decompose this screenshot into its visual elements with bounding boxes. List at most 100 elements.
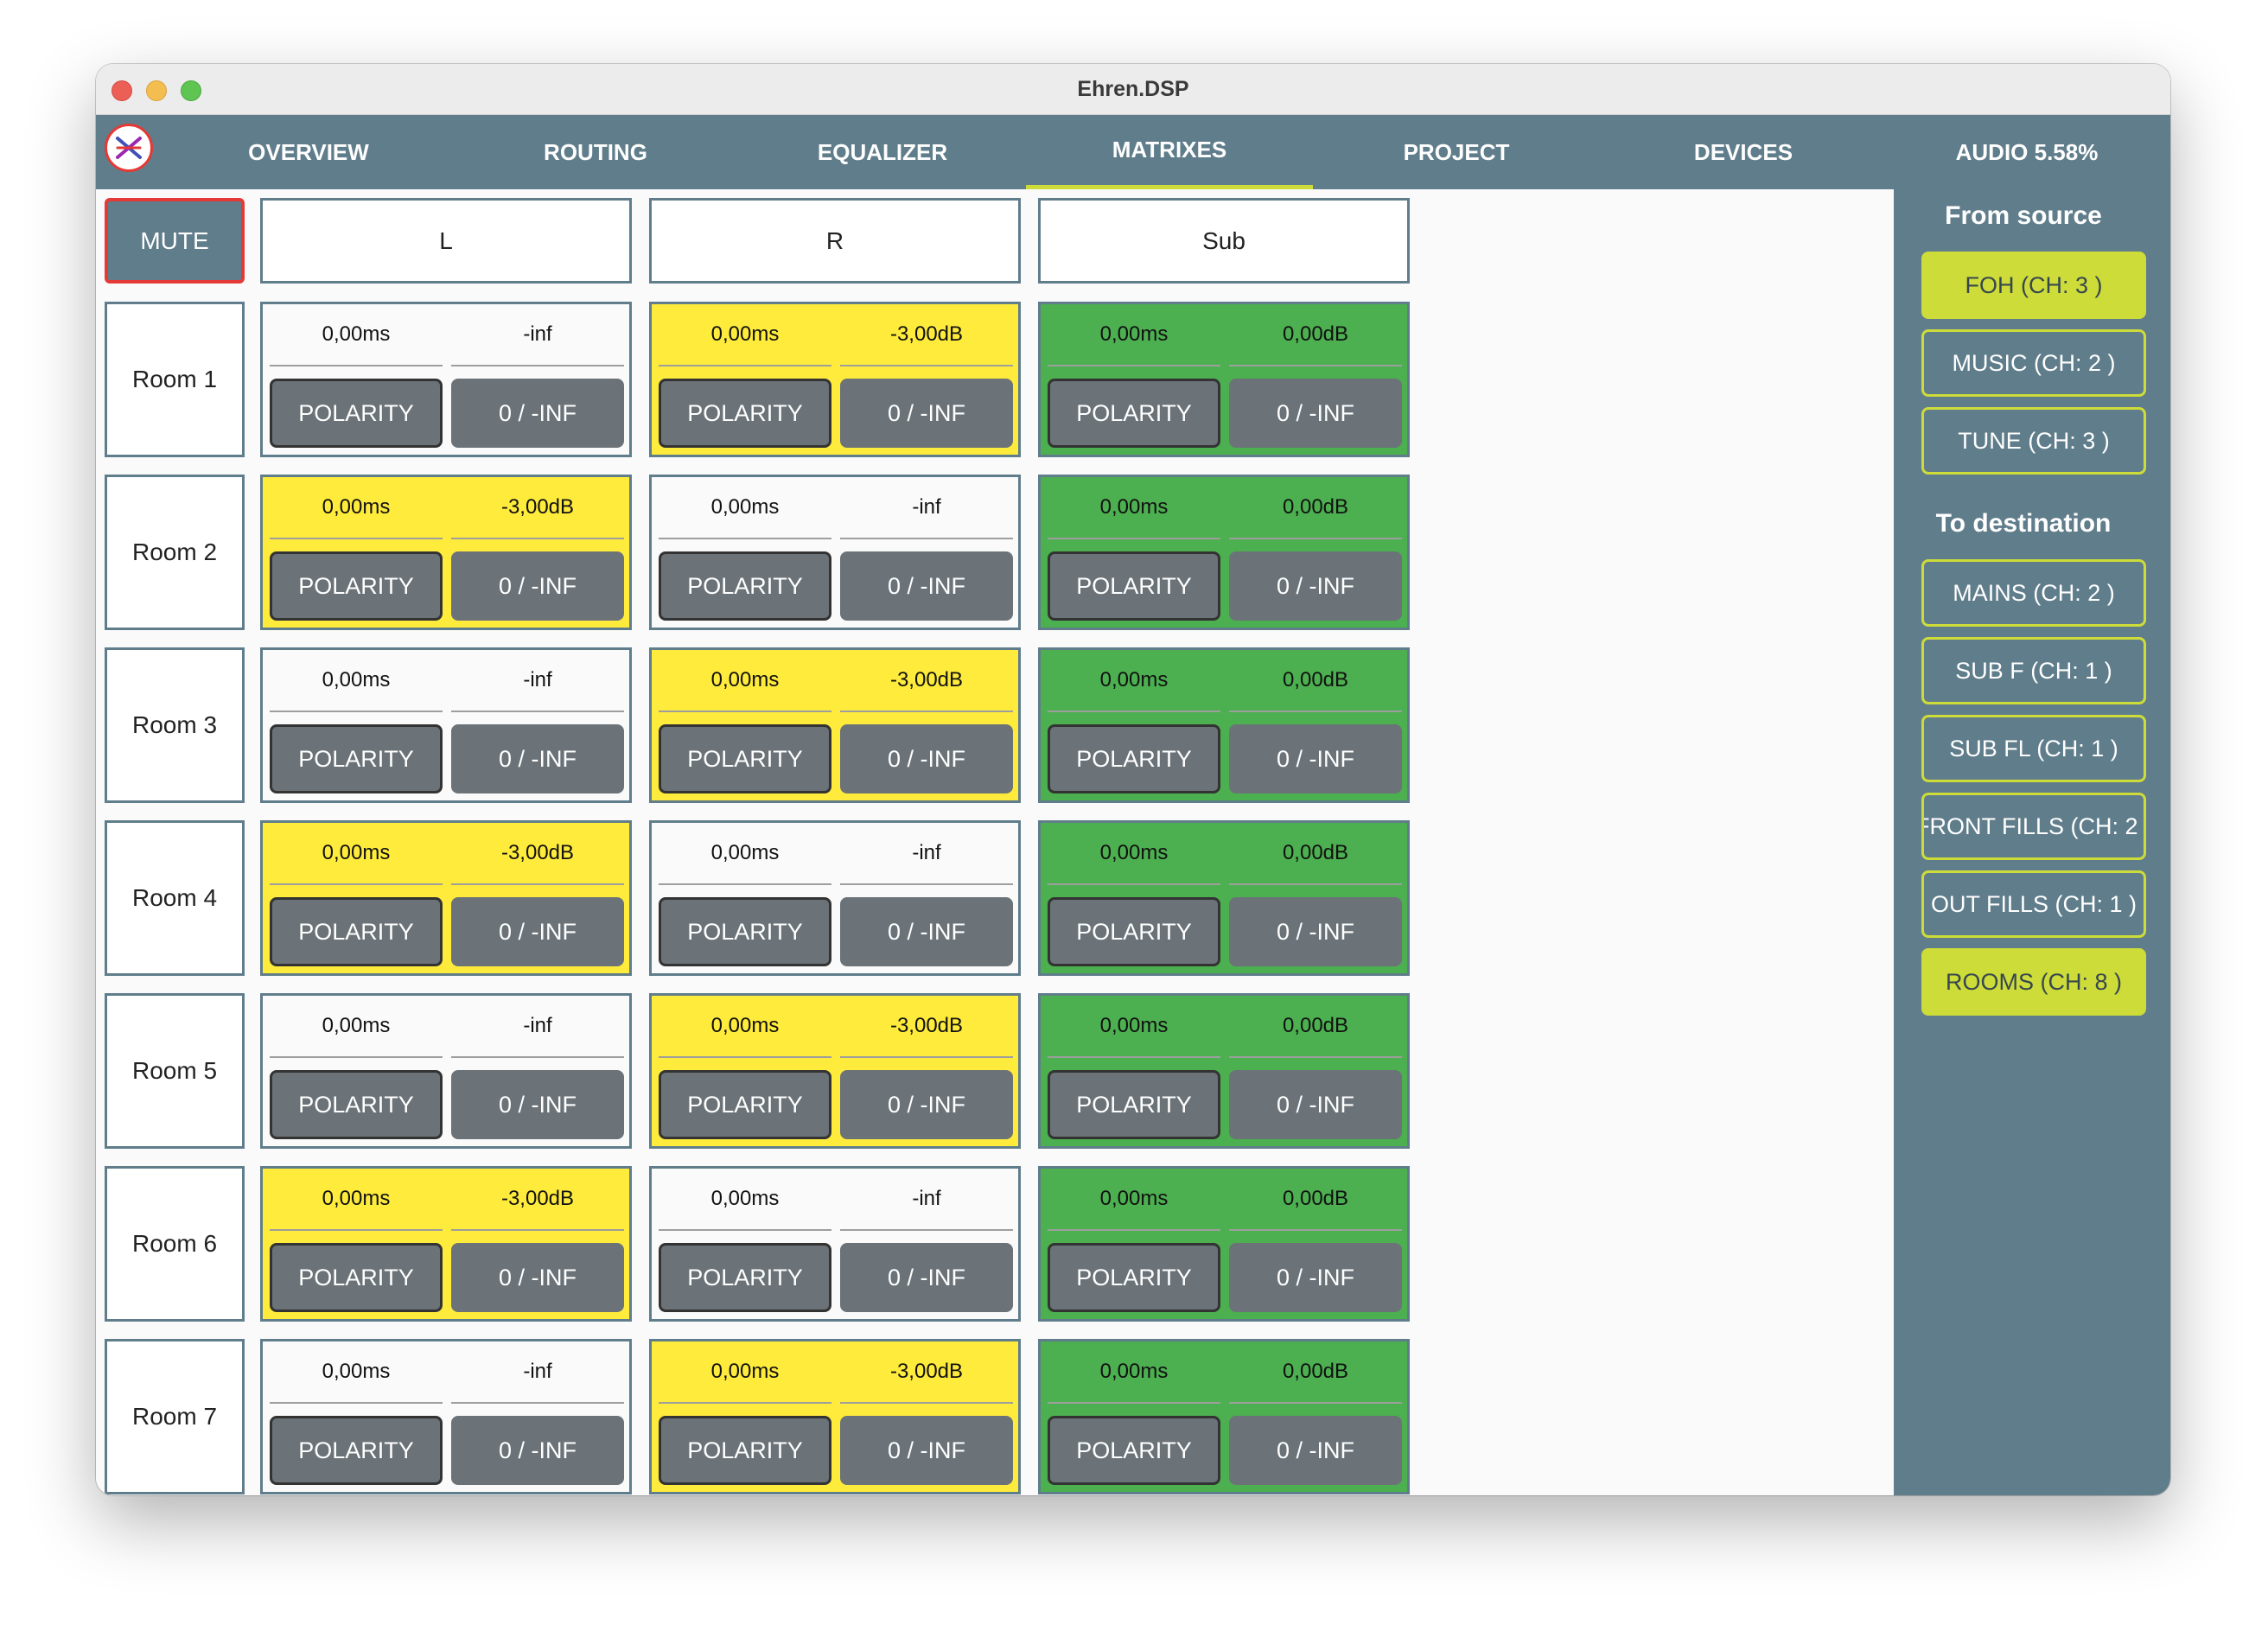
zero-inf-button[interactable]: 0 / -INF: [840, 379, 1013, 448]
zero-inf-button[interactable]: 0 / -INF: [1229, 724, 1402, 793]
matrix-cell[interactable]: 0,00ms -3,00dB POLARITY 0 / -INF: [260, 820, 632, 976]
matrix-cell[interactable]: 0,00ms -3,00dB POLARITY 0 / -INF: [649, 1339, 1021, 1494]
matrix-cell[interactable]: 0,00ms -inf POLARITY 0 / -INF: [649, 475, 1021, 630]
gain-value[interactable]: -3,00dB: [889, 1360, 964, 1383]
mute-button[interactable]: MUTE: [105, 198, 245, 284]
polarity-button[interactable]: POLARITY: [1048, 897, 1220, 966]
delay-value[interactable]: 0,00ms: [322, 1360, 391, 1383]
minimize-window-button[interactable]: [146, 80, 167, 101]
polarity-button[interactable]: POLARITY: [270, 897, 443, 966]
polarity-button[interactable]: POLARITY: [270, 1416, 443, 1485]
zero-inf-button[interactable]: 0 / -INF: [840, 897, 1013, 966]
tab-equalizer[interactable]: EQUALIZER: [817, 138, 948, 165]
matrix-cell[interactable]: 0,00ms -3,00dB POLARITY 0 / -INF: [649, 993, 1021, 1149]
gain-value[interactable]: -3,00dB: [500, 495, 575, 519]
gain-value[interactable]: 0,00dB: [1282, 495, 1349, 519]
polarity-button[interactable]: POLARITY: [659, 379, 831, 448]
delay-value[interactable]: 0,00ms: [322, 322, 391, 346]
zero-inf-button[interactable]: 0 / -INF: [451, 897, 624, 966]
matrix-cell[interactable]: 0,00ms 0,00dB POLARITY 0 / -INF: [1038, 475, 1410, 630]
zero-inf-button[interactable]: 0 / -INF: [451, 1070, 624, 1139]
polarity-button[interactable]: POLARITY: [659, 1070, 831, 1139]
delay-value[interactable]: 0,00ms: [322, 495, 391, 519]
zero-inf-button[interactable]: 0 / -INF: [840, 1416, 1013, 1485]
polarity-button[interactable]: POLARITY: [270, 551, 443, 621]
gain-value[interactable]: 0,00dB: [1282, 668, 1349, 691]
zero-inf-button[interactable]: 0 / -INF: [1229, 1243, 1402, 1312]
polarity-button[interactable]: POLARITY: [1048, 551, 1220, 621]
destination-button[interactable]: FRONT FILLS (CH: 2 ): [1921, 793, 2146, 860]
delay-value[interactable]: 0,00ms: [710, 1014, 780, 1037]
polarity-button[interactable]: POLARITY: [270, 724, 443, 793]
destination-button[interactable]: OUT FILLS (CH: 1 ): [1921, 870, 2146, 938]
gain-value[interactable]: -inf: [523, 1360, 552, 1383]
delay-value[interactable]: 0,00ms: [1099, 495, 1169, 519]
matrix-cell[interactable]: 0,00ms 0,00dB POLARITY 0 / -INF: [1038, 820, 1410, 976]
matrix-cell[interactable]: 0,00ms 0,00dB POLARITY 0 / -INF: [1038, 1166, 1410, 1322]
gain-value[interactable]: -3,00dB: [500, 841, 575, 864]
gain-value[interactable]: -inf: [523, 668, 552, 691]
delay-value[interactable]: 0,00ms: [1099, 1014, 1169, 1037]
matrix-cell[interactable]: 0,00ms -3,00dB POLARITY 0 / -INF: [260, 1166, 632, 1322]
gain-value[interactable]: -3,00dB: [889, 322, 964, 346]
polarity-button[interactable]: POLARITY: [1048, 724, 1220, 793]
matrix-cell[interactable]: 0,00ms -inf POLARITY 0 / -INF: [260, 647, 632, 803]
zero-inf-button[interactable]: 0 / -INF: [840, 1243, 1013, 1312]
gain-value[interactable]: 0,00dB: [1282, 1014, 1349, 1037]
tab-overview[interactable]: OVERVIEW: [248, 138, 369, 165]
matrix-cell[interactable]: 0,00ms 0,00dB POLARITY 0 / -INF: [1038, 302, 1410, 457]
zero-inf-button[interactable]: 0 / -INF: [451, 1416, 624, 1485]
delay-value[interactable]: 0,00ms: [1099, 668, 1169, 691]
tab-routing[interactable]: ROUTING: [544, 138, 647, 165]
zero-inf-button[interactable]: 0 / -INF: [840, 551, 1013, 621]
matrix-cell[interactable]: 0,00ms 0,00dB POLARITY 0 / -INF: [1038, 1339, 1410, 1494]
matrix-cell[interactable]: 0,00ms 0,00dB POLARITY 0 / -INF: [1038, 647, 1410, 803]
tab-matrixes[interactable]: MATRIXES: [1026, 115, 1313, 189]
zoom-window-button[interactable]: [181, 80, 201, 101]
gain-value[interactable]: 0,00dB: [1282, 841, 1349, 864]
gain-value[interactable]: -inf: [523, 1014, 552, 1037]
source-button[interactable]: FOH (CH: 3 ): [1921, 252, 2146, 319]
source-button[interactable]: MUSIC (CH: 2 ): [1921, 329, 2146, 397]
zero-inf-button[interactable]: 0 / -INF: [451, 551, 624, 621]
source-button[interactable]: TUNE (CH: 3 ): [1921, 407, 2146, 475]
matrix-cell[interactable]: 0,00ms -inf POLARITY 0 / -INF: [260, 302, 632, 457]
matrix-cell[interactable]: 0,00ms -3,00dB POLARITY 0 / -INF: [649, 302, 1021, 457]
delay-value[interactable]: 0,00ms: [1099, 1360, 1169, 1383]
zero-inf-button[interactable]: 0 / -INF: [840, 724, 1013, 793]
gain-value[interactable]: -inf: [912, 1187, 941, 1210]
polarity-button[interactable]: POLARITY: [270, 1070, 443, 1139]
delay-value[interactable]: 0,00ms: [1099, 841, 1169, 864]
close-window-button[interactable]: [111, 80, 132, 101]
delay-value[interactable]: 0,00ms: [322, 841, 391, 864]
polarity-button[interactable]: POLARITY: [1048, 379, 1220, 448]
polarity-button[interactable]: POLARITY: [659, 724, 831, 793]
tab-devices[interactable]: DEVICES: [1693, 138, 1793, 165]
gain-value[interactable]: 0,00dB: [1282, 1187, 1349, 1210]
polarity-button[interactable]: POLARITY: [1048, 1243, 1220, 1312]
delay-value[interactable]: 0,00ms: [710, 841, 780, 864]
delay-value[interactable]: 0,00ms: [322, 1187, 391, 1210]
matrix-cell[interactable]: 0,00ms -inf POLARITY 0 / -INF: [260, 1339, 632, 1494]
delay-value[interactable]: 0,00ms: [322, 1014, 391, 1037]
delay-value[interactable]: 0,00ms: [710, 1360, 780, 1383]
gain-value[interactable]: 0,00dB: [1282, 322, 1349, 346]
delay-value[interactable]: 0,00ms: [710, 1187, 780, 1210]
polarity-button[interactable]: POLARITY: [659, 1243, 831, 1312]
zero-inf-button[interactable]: 0 / -INF: [1229, 1070, 1402, 1139]
zero-inf-button[interactable]: 0 / -INF: [1229, 551, 1402, 621]
polarity-button[interactable]: POLARITY: [270, 1243, 443, 1312]
matrix-cell[interactable]: 0,00ms -3,00dB POLARITY 0 / -INF: [649, 647, 1021, 803]
delay-value[interactable]: 0,00ms: [710, 668, 780, 691]
delay-value[interactable]: 0,00ms: [322, 668, 391, 691]
gain-value[interactable]: -inf: [523, 322, 552, 346]
polarity-button[interactable]: POLARITY: [659, 897, 831, 966]
polarity-button[interactable]: POLARITY: [270, 379, 443, 448]
destination-button[interactable]: ROOMS (CH: 8 ): [1921, 948, 2146, 1016]
destination-button[interactable]: MAINS (CH: 2 ): [1921, 559, 2146, 627]
destination-button[interactable]: SUB FL (CH: 1 ): [1921, 715, 2146, 782]
gain-value[interactable]: -inf: [912, 841, 941, 864]
matrix-cell[interactable]: 0,00ms 0,00dB POLARITY 0 / -INF: [1038, 993, 1410, 1149]
ehren-logo-icon[interactable]: [105, 124, 153, 172]
zero-inf-button[interactable]: 0 / -INF: [1229, 1416, 1402, 1485]
